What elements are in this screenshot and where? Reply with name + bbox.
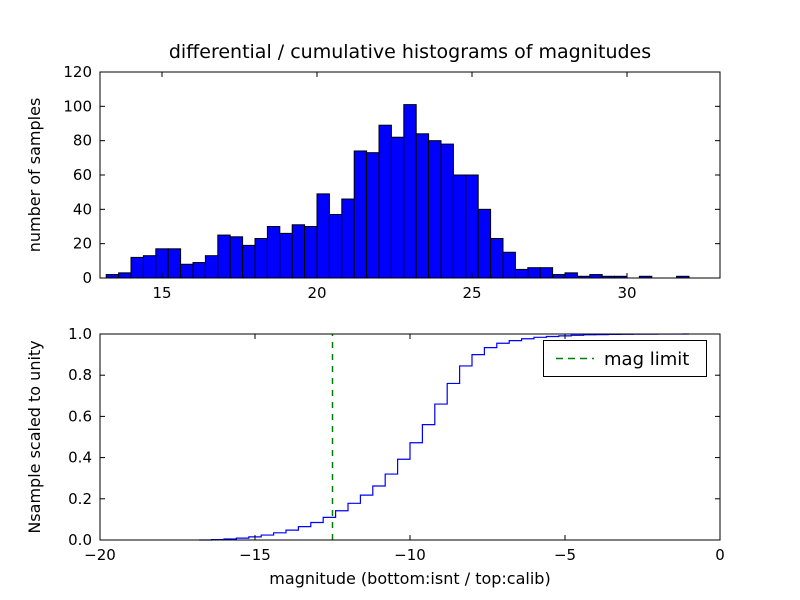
histogram-bar — [564, 272, 578, 279]
histogram-bar — [552, 274, 566, 279]
histogram-bar — [589, 274, 603, 279]
x-tick-label: −5 — [554, 546, 576, 564]
bottom-x-axis-label: magnitude (bottom:isnt / top:calib) — [269, 569, 550, 588]
histogram-bar — [415, 133, 430, 279]
histogram-bar — [452, 174, 467, 279]
differential-histogram-plot: 15 20 25 30 0 20 40 60 80 100 120 — [63, 63, 721, 302]
legend-label: mag limit — [604, 349, 689, 370]
y-tick-label: 0.6 — [68, 407, 92, 425]
histogram-bar — [192, 262, 206, 279]
histogram-bar — [217, 234, 231, 279]
x-tick-label: 15 — [152, 284, 171, 302]
histogram-bar — [304, 226, 318, 279]
histogram-bar — [229, 236, 244, 279]
x-tick-label: 25 — [462, 284, 481, 302]
x-tick-label: 30 — [617, 284, 636, 302]
histogram-bar — [403, 104, 417, 279]
histogram-bar — [105, 274, 120, 279]
y-tick-label: 1.0 — [68, 325, 92, 343]
y-tick-label: 0.2 — [68, 490, 92, 508]
top-y-axis-label: number of samples — [25, 98, 44, 253]
histogram-bar — [477, 208, 492, 279]
y-tick-label: 80 — [73, 132, 92, 150]
y-tick-label: 100 — [63, 97, 92, 115]
histogram-bar — [539, 267, 554, 279]
histogram-bar — [316, 193, 330, 279]
histogram-bar — [180, 263, 194, 279]
y-tick-label: 20 — [73, 235, 92, 253]
y-tick-label: 0 — [82, 269, 92, 287]
histogram-bar — [502, 251, 516, 279]
histogram-bar — [428, 140, 442, 279]
histogram-bar — [242, 244, 256, 279]
y-tick-label: 0.0 — [68, 531, 92, 549]
histogram-bar — [341, 198, 355, 279]
y-tick-label: 40 — [73, 200, 92, 218]
x-tick-label: 20 — [307, 284, 326, 302]
histogram-bar — [204, 255, 219, 279]
histogram-bar — [142, 255, 157, 279]
y-tick-label: 120 — [63, 63, 92, 81]
histogram-bar — [490, 238, 504, 279]
histogram-bar — [291, 224, 306, 279]
y-tick-label: 60 — [73, 166, 92, 184]
histogram-bar — [390, 136, 405, 279]
histogram-bar — [328, 213, 343, 279]
legend: mag limit — [543, 340, 707, 377]
histogram-bar — [366, 152, 380, 279]
x-tick-label: −10 — [394, 546, 426, 564]
histogram-bar — [378, 124, 392, 279]
histogram-bar — [266, 226, 281, 279]
histogram-bar — [353, 150, 368, 279]
histogram-bar — [279, 232, 293, 279]
figure-title: differential / cumulative histograms of … — [169, 41, 651, 63]
histogram-bar — [118, 272, 132, 279]
histogram-bar — [514, 268, 529, 279]
x-tick-label: 0 — [715, 546, 725, 564]
y-tick-label: 0.8 — [68, 366, 92, 384]
histogram-bar — [167, 248, 182, 279]
histogram-bar — [254, 238, 268, 279]
x-tick-label: −20 — [84, 546, 116, 564]
histogram-bar — [130, 256, 144, 279]
histogram-bar — [527, 267, 541, 279]
x-tick-label: −15 — [239, 546, 271, 564]
y-tick-label: 0.4 — [68, 449, 92, 467]
histogram-bar — [440, 143, 454, 279]
bottom-y-axis-label: Nsample scaled to unity — [25, 340, 44, 533]
cumulative-histogram-plot: −20 −15 −10 −5 0 0.0 0.2 0.4 0.6 0.8 1.0 — [68, 325, 725, 564]
histogram-bar — [465, 174, 479, 279]
